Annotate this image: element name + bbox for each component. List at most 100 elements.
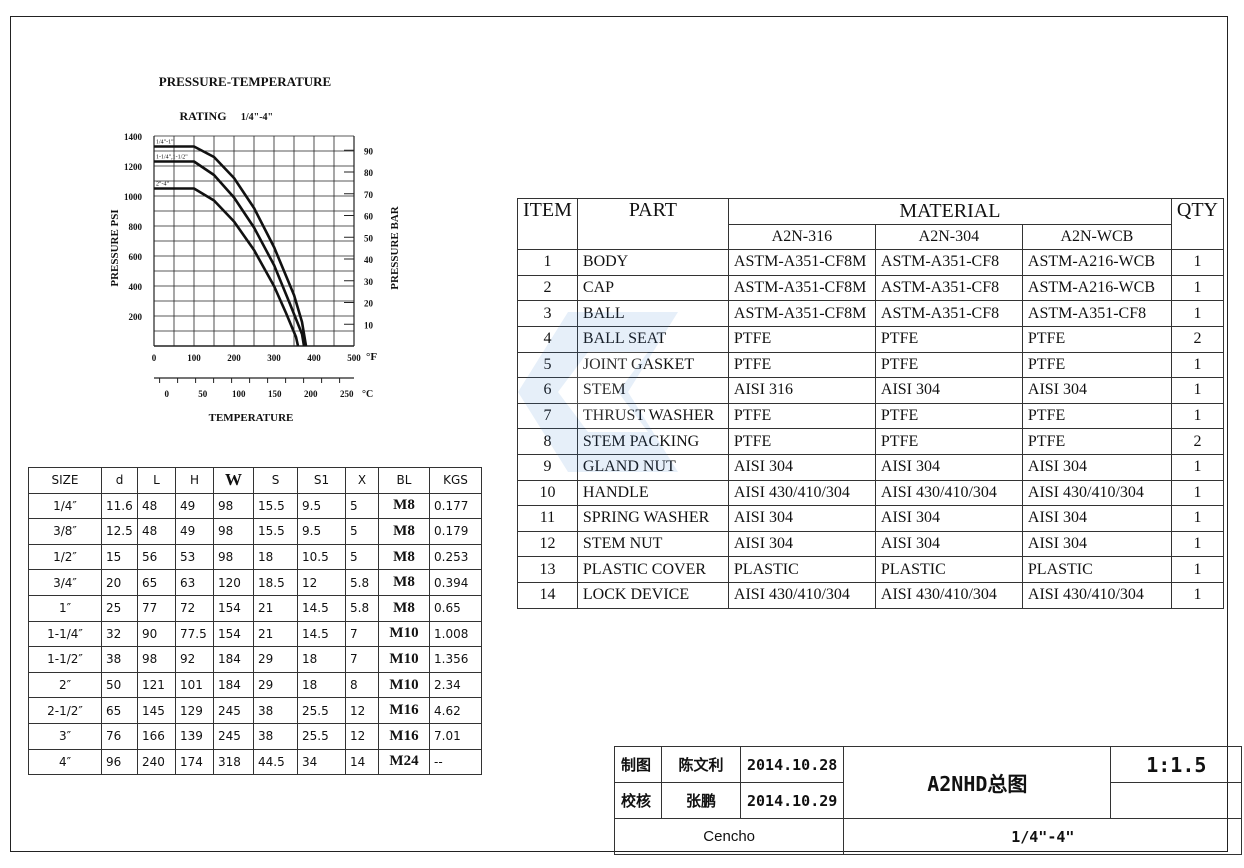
bom-cell-item: 1 <box>517 249 578 276</box>
size-table-cell: 18 <box>297 671 346 699</box>
bom-qty-header: QTY <box>1170 197 1225 251</box>
size-table-cell: 65 <box>101 697 138 724</box>
bom-cell-m304: ASTM-A351-CF8 <box>874 274 1023 302</box>
size-table-cell: 65 <box>137 569 176 596</box>
size-table-cell: 44.5 <box>253 748 298 776</box>
size-table-cell: 2″ <box>28 671 102 699</box>
y-tick-psi: 1000 <box>124 192 143 202</box>
y-tick-psi: 600 <box>129 252 143 262</box>
size-table-row: 1-1/4″ 32 90 77.5 154 21 14.5 7 M10 1.008 <box>28 620 482 648</box>
chart-rating-range: 1/4"-4" <box>241 112 273 123</box>
size-table-cell: 32 <box>101 620 138 648</box>
bill-of-materials-table: ITEM PART MATERIAL QTY A2N-316 A2N-304 A… <box>517 197 1225 609</box>
size-table-cell: 12 <box>345 722 379 750</box>
col-x-header: X <box>345 467 379 494</box>
size-table-cell: 12.5 <box>101 518 138 545</box>
title-block-row-1: 制图 陈文利 2014.10.28 A2NHD总图 1:1.5 <box>614 746 1243 819</box>
size-table-row: 2-1/2″ 65 145 129 245 38 25.5 12 M16 4.62 <box>28 697 482 724</box>
scale: 1:1.5 <box>1110 746 1243 783</box>
watermark-logo <box>518 312 678 472</box>
bom-row: 11 SPRING WASHER AISI 304 AISI 304 AISI 304 1 <box>517 505 1225 532</box>
bom-cell-m316: PTFE <box>727 351 876 379</box>
drawn-date: 2014.10.28 <box>739 746 845 783</box>
col-bl-header: BL <box>378 467 430 494</box>
y-tick-bar: 20 <box>364 299 374 309</box>
size-table-cell: M10 <box>378 671 430 699</box>
bom-cell-m304: ASTM-A351-CF8 <box>874 249 1023 276</box>
size-table-cell: 72 <box>175 594 214 622</box>
bom-cell-mwcb: PTFE <box>1021 428 1172 455</box>
y-tick-bar: 50 <box>364 233 374 243</box>
x-tick-c: 50 <box>198 389 208 399</box>
size-table-row: 2″ 50 121 101 184 29 18 8 M10 2.34 <box>28 671 482 699</box>
bom-cell-item: 14 <box>517 581 578 609</box>
size-table-cell: 50 <box>101 671 138 699</box>
y-tick-psi: 200 <box>129 312 143 322</box>
y-axis-left-label: PRESSURE PSI <box>109 209 121 286</box>
size-table-row: 3/4″ 20 65 63 120 18.5 12 5.8 M8 0.394 <box>28 569 482 596</box>
size-table-cell: 4″ <box>28 748 102 776</box>
size-table-cell: 7.01 <box>429 722 482 750</box>
size-table-cell: M8 <box>378 569 430 596</box>
size-table-cell: 4.62 <box>429 697 482 724</box>
bom-cell-qty: 1 <box>1170 249 1225 276</box>
y-tick-psi: 800 <box>129 222 143 232</box>
size-table-cell: 129 <box>175 697 214 724</box>
size-table-row: 1″ 25 77 72 154 21 14.5 5.8 M8 0.65 <box>28 594 482 622</box>
size-table-cell: 0.394 <box>429 569 482 596</box>
size-table-cell: 48 <box>137 518 176 545</box>
size-table-cell: 1/4″ <box>28 492 102 520</box>
x-tick-f: 500 <box>347 353 361 363</box>
size-dimension-table: SIZE d L H W S S1 X BL KGS 1/4″ 11.6 48 49 9… <box>28 467 482 776</box>
size-table-row: 3″ 76 166 139 245 38 25.5 12 M16 7.01 <box>28 722 482 750</box>
size-table-cell: 2-1/2″ <box>28 697 102 724</box>
chart-grid <box>153 135 355 347</box>
bom-cell-qty: 1 <box>1170 300 1225 327</box>
size-table-cell: 12 <box>297 569 346 596</box>
size-table-cell: 7 <box>345 646 379 673</box>
chart-title: PRESSURE-TEMPERATURE <box>159 74 331 89</box>
bom-cell-m304: PTFE <box>874 428 1023 455</box>
col-kgs-header: KGS <box>429 467 482 494</box>
size-table-cell: 5.8 <box>345 569 379 596</box>
bom-cell-qty: 2 <box>1170 325 1225 353</box>
size-table-cell: 56 <box>137 543 176 571</box>
bom-cell-item: 4 <box>517 325 578 353</box>
size-table-cell: 48 <box>137 492 176 520</box>
scale-blank-cell <box>1110 782 1243 819</box>
size-table-cell: 0.253 <box>429 543 482 571</box>
bom-row: 10 HANDLE AISI 430/410/304 AISI 430/410/304… <box>517 479 1225 507</box>
bom-cell-mwcb: AISI 430/410/304 <box>1021 581 1172 609</box>
bom-cell-mwcb: AISI 304 <box>1021 377 1172 404</box>
bom-cell-mwcb: AISI 304 <box>1021 453 1172 481</box>
size-table-cell: 184 <box>213 646 254 673</box>
bom-cell-m304: AISI 430/410/304 <box>874 479 1023 507</box>
size-table-cell: 98 <box>213 492 254 520</box>
series-line-2 <box>154 187 300 347</box>
y-tick-bar: 10 <box>364 320 374 330</box>
size-table-cell: 25 <box>101 594 138 622</box>
size-table-cell: 0.177 <box>429 492 482 520</box>
checked-date: 2014.10.29 <box>739 782 845 819</box>
y-tick-psi: 1400 <box>124 132 143 142</box>
bom-cell-m316: AISI 304 <box>727 453 876 481</box>
size-table-cell: 245 <box>213 722 254 750</box>
bom-cell-m316: ASTM-A351-CF8M <box>727 274 876 302</box>
y-tick-bar: 90 <box>364 146 374 156</box>
size-table-cell: 18 <box>297 646 346 673</box>
bom-material-wcb-header: A2N-WCB <box>1021 223 1172 251</box>
col-l-header: L <box>137 467 176 494</box>
size-table-cell: 5 <box>345 492 379 520</box>
size-table-cell: 1-1/2″ <box>28 646 102 673</box>
bom-cell-qty: 1 <box>1170 402 1225 430</box>
size-table-cell: 21 <box>253 594 298 622</box>
x-tick-f: 0 <box>152 353 157 363</box>
bom-cell-mwcb: AISI 304 <box>1021 530 1172 558</box>
checked-by: 张鹏 <box>661 782 741 819</box>
bom-cell-part: GLAND NUT <box>576 453 729 481</box>
size-table-cell: 63 <box>175 569 214 596</box>
chart-ticks: 2004006008001000120014001020304050607080… <box>124 132 374 399</box>
bom-material-subheader-row: A2N-316 A2N-304 A2N-WCB <box>518 223 1224 251</box>
size-table-cell: 38 <box>101 646 138 673</box>
